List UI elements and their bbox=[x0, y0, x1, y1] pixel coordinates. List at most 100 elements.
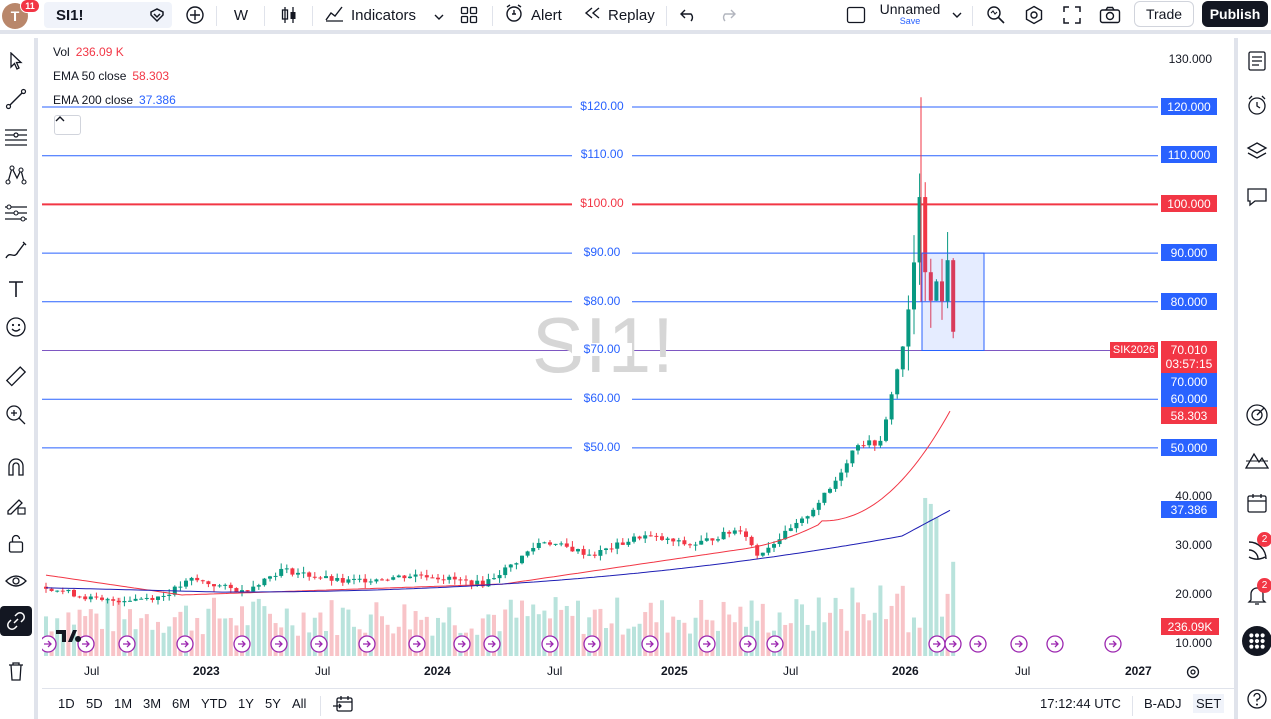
volume-bar bbox=[206, 608, 211, 656]
interval-button[interactable]: W bbox=[233, 6, 249, 24]
session-toggle[interactable]: SET bbox=[1193, 694, 1225, 713]
cursor-icon[interactable] bbox=[3, 48, 29, 74]
candle-body bbox=[284, 568, 289, 570]
candles-icon[interactable] bbox=[278, 2, 300, 28]
volume-bar bbox=[144, 614, 149, 656]
candle-body bbox=[228, 584, 233, 589]
candle-body bbox=[66, 589, 71, 592]
watchlist-icon[interactable] bbox=[1242, 46, 1271, 76]
volume-bar bbox=[447, 607, 452, 656]
range-3m[interactable]: 3M bbox=[143, 696, 162, 711]
brush-icon[interactable] bbox=[3, 238, 29, 264]
fib-retracement-icon[interactable] bbox=[3, 124, 29, 150]
alert-button[interactable]: Alert bbox=[504, 2, 568, 28]
volume-bar bbox=[262, 606, 267, 656]
quick-search-icon[interactable] bbox=[984, 2, 1008, 28]
trend-line-icon[interactable] bbox=[3, 86, 29, 112]
fullscreen-icon[interactable] bbox=[1060, 2, 1084, 28]
chart-pane[interactable]: SI1! Vol 236.09 K EMA 50 close 58.303 EMA … bbox=[42, 38, 1234, 684]
candle-body bbox=[324, 576, 328, 579]
candle-body bbox=[217, 585, 222, 587]
camera-icon[interactable] bbox=[1098, 2, 1122, 28]
volume-bar bbox=[301, 612, 306, 656]
apps-grid-icon[interactable] bbox=[1242, 626, 1271, 656]
calendar-icon[interactable] bbox=[1242, 488, 1271, 518]
notifications-bell-icon[interactable]: 2 bbox=[1242, 578, 1271, 610]
mountains-icon[interactable] bbox=[1242, 444, 1271, 474]
layout-square-icon[interactable] bbox=[844, 2, 868, 28]
pattern-icon[interactable] bbox=[3, 162, 29, 188]
alerts-clock-icon[interactable] bbox=[1242, 90, 1271, 120]
symbol-search-button[interactable]: SI1! bbox=[44, 2, 172, 28]
streams-icon[interactable]: 2 bbox=[1242, 532, 1271, 564]
replay-button[interactable]: Replay bbox=[584, 2, 656, 28]
candle-body bbox=[665, 538, 670, 540]
candle-body bbox=[116, 600, 121, 603]
layout-name-button[interactable]: Unnamed Save bbox=[872, 2, 948, 28]
help-icon[interactable] bbox=[1242, 684, 1271, 714]
trade-button[interactable]: Trade bbox=[1134, 1, 1194, 27]
goto-date-icon[interactable] bbox=[332, 695, 354, 716]
link-icon[interactable] bbox=[0, 606, 32, 636]
undo-icon[interactable] bbox=[678, 2, 700, 28]
ruler-icon[interactable] bbox=[3, 364, 29, 390]
volume-bar bbox=[525, 616, 530, 656]
adjustment-toggle[interactable]: B-ADJ bbox=[1144, 696, 1182, 711]
candle-body bbox=[794, 522, 799, 529]
legend-ema200[interactable]: EMA 200 close 37.386 bbox=[53, 93, 176, 107]
user-avatar[interactable]: T 11 bbox=[2, 0, 40, 29]
zoom-in-icon[interactable] bbox=[3, 402, 29, 428]
price-tag-50: 50.000 bbox=[1161, 439, 1217, 456]
publish-button[interactable]: Publish bbox=[1202, 1, 1268, 27]
legend-volume[interactable]: Vol 236.09 K bbox=[53, 45, 124, 59]
legend-ema50[interactable]: EMA 50 close 58.303 bbox=[53, 69, 169, 83]
eye-icon[interactable] bbox=[3, 568, 29, 594]
range-ytd[interactable]: YTD bbox=[201, 696, 227, 711]
target-icon[interactable] bbox=[1242, 400, 1271, 430]
alert-label: Alert bbox=[531, 6, 562, 24]
volume-bar bbox=[161, 632, 166, 656]
event-arrow-icon bbox=[181, 640, 189, 648]
layout-grid-icon[interactable] bbox=[458, 2, 480, 28]
range-1m[interactable]: 1M bbox=[114, 696, 133, 711]
volume-bar bbox=[195, 617, 200, 656]
range-5y[interactable]: 5Y bbox=[265, 696, 281, 711]
candle-body bbox=[917, 197, 922, 263]
candle-body bbox=[139, 598, 144, 600]
range-6m[interactable]: 6M bbox=[172, 696, 191, 711]
settings-gear-icon[interactable] bbox=[1022, 2, 1046, 28]
candle-body bbox=[760, 552, 765, 556]
indicators-button[interactable]: Indicators bbox=[324, 2, 448, 28]
redo-icon[interactable] bbox=[716, 2, 738, 28]
range-1d[interactable]: 1D bbox=[58, 696, 75, 711]
volume-bar bbox=[872, 612, 877, 656]
trash-icon[interactable] bbox=[3, 658, 29, 684]
volume-bar bbox=[307, 632, 312, 656]
range-5d[interactable]: 5D bbox=[86, 696, 103, 711]
volume-bar bbox=[116, 597, 121, 656]
forecast-icon[interactable] bbox=[3, 200, 29, 226]
lock-pencil-icon[interactable] bbox=[3, 492, 29, 518]
chevron-up-icon bbox=[55, 116, 65, 122]
lock-icon[interactable] bbox=[3, 530, 29, 556]
range-1y[interactable]: 1Y bbox=[238, 696, 254, 711]
candle-body bbox=[436, 577, 440, 580]
candle-body bbox=[710, 538, 715, 541]
volume-bar bbox=[620, 634, 625, 656]
range-all[interactable]: All bbox=[292, 696, 307, 711]
emoji-icon[interactable] bbox=[3, 314, 29, 340]
text-tool-icon[interactable] bbox=[3, 276, 29, 302]
legend-collapse-button[interactable] bbox=[54, 115, 81, 135]
price-axis-tick: 130.000 bbox=[1168, 52, 1212, 66]
volume-bar bbox=[335, 635, 340, 656]
volume-bar bbox=[951, 561, 956, 656]
magnet-icon[interactable] bbox=[3, 454, 29, 480]
chat-icon[interactable] bbox=[1242, 182, 1271, 212]
symbol-options-icon[interactable] bbox=[148, 6, 166, 28]
utc-clock[interactable]: 17:12:44 UTC bbox=[1040, 696, 1121, 711]
chevron-down-icon[interactable] bbox=[948, 2, 966, 28]
compare-add-icon[interactable] bbox=[184, 2, 206, 28]
layers-icon[interactable] bbox=[1242, 136, 1271, 166]
volume-bar bbox=[856, 602, 860, 656]
